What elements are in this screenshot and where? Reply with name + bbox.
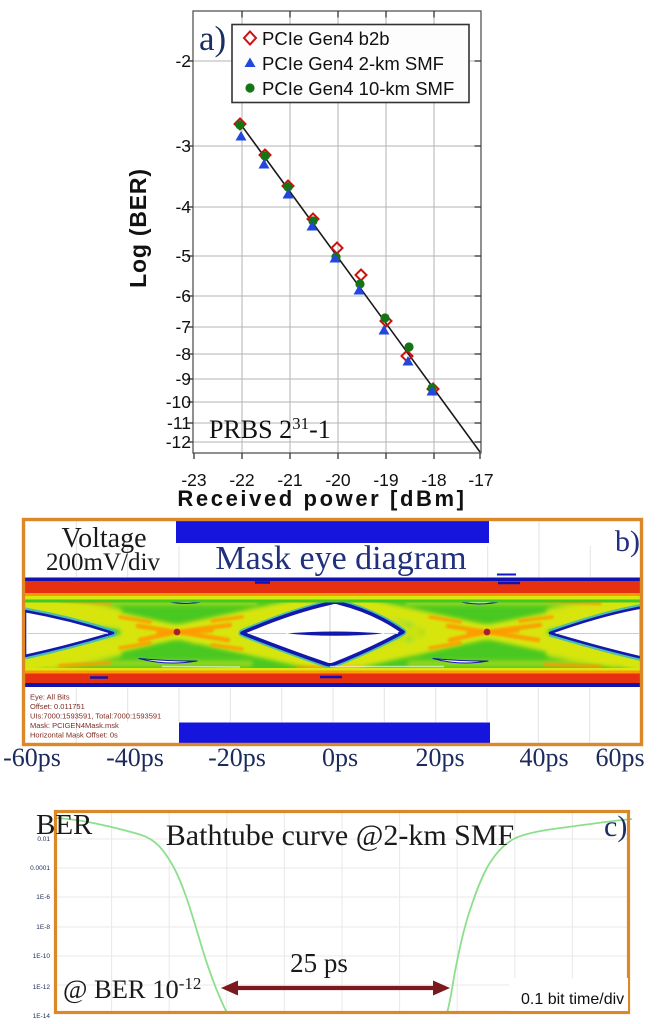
svg-text:-21: -21 [277,470,302,490]
svg-text:0.0001: 0.0001 [30,865,50,872]
svg-text:PRBS 231-1: PRBS 231-1 [209,414,331,444]
svg-text:Bathtube curve @2-km SMF: Bathtube curve @2-km SMF [166,819,514,852]
svg-text:-17: -17 [468,470,493,490]
svg-text:-7: -7 [175,317,191,337]
svg-text:-10: -10 [166,392,192,412]
svg-text:1E-6: 1E-6 [36,894,50,901]
svg-text:Log (BER): Log (BER) [125,168,151,288]
svg-text:0ps: 0ps [322,743,358,772]
svg-text:-3: -3 [175,136,191,156]
svg-text:1E-8: 1E-8 [36,924,50,931]
svg-text:-20: -20 [325,470,351,490]
svg-text:0.1 bit time/div: 0.1 bit time/div [521,991,624,1008]
svg-text:-60ps: -60ps [3,743,61,772]
svg-text:PCIe Gen4 2-km SMF: PCIe Gen4 2-km SMF [262,53,444,74]
svg-text:-8: -8 [175,344,191,364]
svg-text:PCIe Gen4 b2b: PCIe Gen4 b2b [262,28,390,49]
svg-text:Received power [dBm]: Received power [dBm] [177,486,466,511]
svg-text:c): c) [604,810,627,843]
svg-text:40ps: 40ps [519,743,568,772]
svg-text:60ps: 60ps [595,743,644,772]
svg-text:1E-10: 1E-10 [33,953,51,960]
svg-text:a): a) [199,19,226,58]
svg-text:-23: -23 [181,470,206,490]
svg-text:Mask eye diagram: Mask eye diagram [215,540,466,577]
svg-text:20ps: 20ps [415,743,464,772]
svg-text:Voltage: Voltage [61,523,146,554]
svg-text:Offset: 0.011751: Offset: 0.011751 [30,702,85,711]
svg-text:-6: -6 [175,286,191,306]
svg-text:PCIe Gen4 10-km SMF: PCIe Gen4 10-km SMF [262,78,454,99]
svg-text:-22: -22 [229,470,254,490]
svg-text:-18: -18 [421,470,446,490]
svg-text:-2: -2 [175,51,191,71]
svg-text:0.01: 0.01 [37,836,50,843]
svg-text:1E-12: 1E-12 [33,984,51,991]
svg-text:200mV/div: 200mV/div [46,549,160,576]
svg-text:-40ps: -40ps [106,743,164,772]
svg-text:1E-14: 1E-14 [33,1013,51,1020]
svg-text:-11: -11 [167,413,191,433]
svg-text:-12: -12 [166,432,191,452]
svg-text:-5: -5 [175,246,191,266]
svg-text:BER: BER [36,809,93,841]
svg-text:b): b) [615,525,640,558]
svg-text:-20ps: -20ps [208,743,266,772]
svg-text:@ BER 10-12: @ BER 10-12 [63,974,201,1004]
svg-text:-19: -19 [373,470,398,490]
svg-text:-4: -4 [175,197,191,217]
svg-text:-9: -9 [175,369,191,389]
svg-text:25 ps: 25 ps [290,948,348,978]
svg-text:UIs:7000:1593591, Total:7000:1: UIs:7000:1593591, Total:7000:1593591 [30,712,161,721]
svg-text:Eye: All Bits: Eye: All Bits [30,693,70,702]
svg-text:Mask: PCIGEN4Mask.msk: Mask: PCIGEN4Mask.msk [30,721,119,730]
svg-text:Horizontal Mask Offset: 0s: Horizontal Mask Offset: 0s [30,731,118,740]
